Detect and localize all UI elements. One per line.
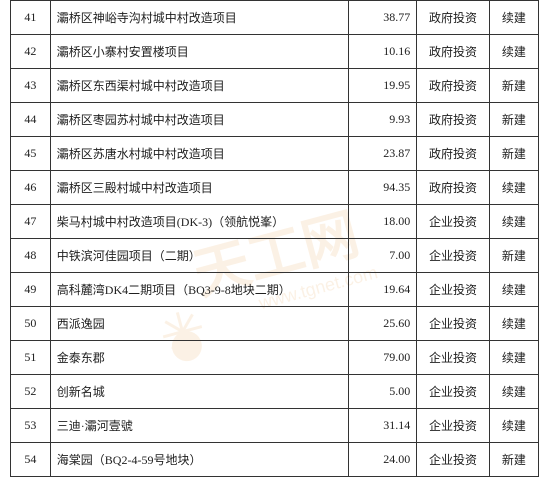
cell-amount: 25.60 — [349, 307, 417, 341]
cell-name: 三迪·灞河壹號 — [50, 409, 349, 443]
cell-num: 54 — [11, 443, 51, 477]
cell-invest: 政府投资 — [417, 35, 490, 69]
cell-status: 续建 — [489, 205, 538, 239]
cell-invest: 企业投资 — [417, 307, 490, 341]
cell-invest: 政府投资 — [417, 103, 490, 137]
cell-status: 续建 — [489, 307, 538, 341]
cell-status: 续建 — [489, 273, 538, 307]
cell-num: 49 — [11, 273, 51, 307]
cell-num: 50 — [11, 307, 51, 341]
cell-invest: 企业投资 — [417, 205, 490, 239]
cell-amount: 94.35 — [349, 171, 417, 205]
cell-amount: 19.95 — [349, 69, 417, 103]
cell-name: 创新名城 — [50, 375, 349, 409]
cell-invest: 企业投资 — [417, 273, 490, 307]
cell-num: 42 — [11, 35, 51, 69]
cell-num: 46 — [11, 171, 51, 205]
table-row: 50西派逸园25.60企业投资续建 — [11, 307, 539, 341]
cell-invest: 政府投资 — [417, 137, 490, 171]
cell-invest: 政府投资 — [417, 69, 490, 103]
table-row: 41灞桥区神峪寺沟村城中村改造项目38.77政府投资续建 — [11, 1, 539, 35]
cell-invest: 政府投资 — [417, 171, 490, 205]
cell-status: 续建 — [489, 375, 538, 409]
project-table: 41灞桥区神峪寺沟村城中村改造项目38.77政府投资续建42灞桥区小寨村安置楼项… — [10, 0, 539, 477]
cell-name: 灞桥区东西渠村城中村改造项目 — [50, 69, 349, 103]
cell-status: 新建 — [489, 239, 538, 273]
cell-amount: 18.00 — [349, 205, 417, 239]
cell-amount: 5.00 — [349, 375, 417, 409]
cell-name: 灞桥区枣园苏村城中村改造项目 — [50, 103, 349, 137]
cell-invest: 企业投资 — [417, 375, 490, 409]
table-row: 47柴马村城中村改造项目(DK-3)（领航悦峯）18.00企业投资续建 — [11, 205, 539, 239]
table-row: 46灞桥区三殿村城中村改造项目94.35政府投资续建 — [11, 171, 539, 205]
cell-invest: 政府投资 — [417, 1, 490, 35]
cell-name: 灞桥区苏唐水村城中村改造项目 — [50, 137, 349, 171]
cell-amount: 9.93 — [349, 103, 417, 137]
cell-amount: 19.64 — [349, 273, 417, 307]
cell-amount: 10.16 — [349, 35, 417, 69]
cell-name: 中铁滨河佳园项目（二期） — [50, 239, 349, 273]
table-row: 52创新名城5.00企业投资续建 — [11, 375, 539, 409]
cell-num: 48 — [11, 239, 51, 273]
cell-status: 新建 — [489, 137, 538, 171]
cell-invest: 企业投资 — [417, 239, 490, 273]
table-row: 54海棠园（BQ2-4-59号地块）24.00企业投资新建 — [11, 443, 539, 477]
cell-status: 新建 — [489, 103, 538, 137]
cell-name: 灞桥区小寨村安置楼项目 — [50, 35, 349, 69]
cell-status: 续建 — [489, 341, 538, 375]
cell-status: 续建 — [489, 409, 538, 443]
cell-num: 45 — [11, 137, 51, 171]
table-row: 51金泰东郡79.00企业投资续建 — [11, 341, 539, 375]
cell-amount: 79.00 — [349, 341, 417, 375]
table-row: 48中铁滨河佳园项目（二期）7.00企业投资新建 — [11, 239, 539, 273]
cell-amount: 7.00 — [349, 239, 417, 273]
cell-num: 47 — [11, 205, 51, 239]
cell-status: 续建 — [489, 35, 538, 69]
cell-invest: 企业投资 — [417, 443, 490, 477]
cell-name: 高科麓湾DK4二期项目（BQ3-9-8地块二期） — [50, 273, 349, 307]
cell-num: 44 — [11, 103, 51, 137]
table-row: 45灞桥区苏唐水村城中村改造项目23.87政府投资新建 — [11, 137, 539, 171]
cell-name: 柴马村城中村改造项目(DK-3)（领航悦峯） — [50, 205, 349, 239]
cell-num: 53 — [11, 409, 51, 443]
cell-invest: 企业投资 — [417, 409, 490, 443]
cell-amount: 38.77 — [349, 1, 417, 35]
cell-amount: 24.00 — [349, 443, 417, 477]
cell-status: 新建 — [489, 69, 538, 103]
cell-amount: 23.87 — [349, 137, 417, 171]
cell-status: 新建 — [489, 443, 538, 477]
table-row: 49高科麓湾DK4二期项目（BQ3-9-8地块二期）19.64企业投资续建 — [11, 273, 539, 307]
cell-name: 海棠园（BQ2-4-59号地块） — [50, 443, 349, 477]
cell-name: 西派逸园 — [50, 307, 349, 341]
cell-num: 51 — [11, 341, 51, 375]
cell-name: 灞桥区三殿村城中村改造项目 — [50, 171, 349, 205]
cell-name: 金泰东郡 — [50, 341, 349, 375]
cell-num: 41 — [11, 1, 51, 35]
cell-amount: 31.14 — [349, 409, 417, 443]
cell-num: 52 — [11, 375, 51, 409]
cell-num: 43 — [11, 69, 51, 103]
cell-status: 续建 — [489, 1, 538, 35]
table-row: 44灞桥区枣园苏村城中村改造项目9.93政府投资新建 — [11, 103, 539, 137]
table-row: 53三迪·灞河壹號31.14企业投资续建 — [11, 409, 539, 443]
cell-invest: 企业投资 — [417, 341, 490, 375]
table-row: 43灞桥区东西渠村城中村改造项目19.95政府投资新建 — [11, 69, 539, 103]
table-row: 42灞桥区小寨村安置楼项目10.16政府投资续建 — [11, 35, 539, 69]
cell-name: 灞桥区神峪寺沟村城中村改造项目 — [50, 1, 349, 35]
cell-status: 续建 — [489, 171, 538, 205]
